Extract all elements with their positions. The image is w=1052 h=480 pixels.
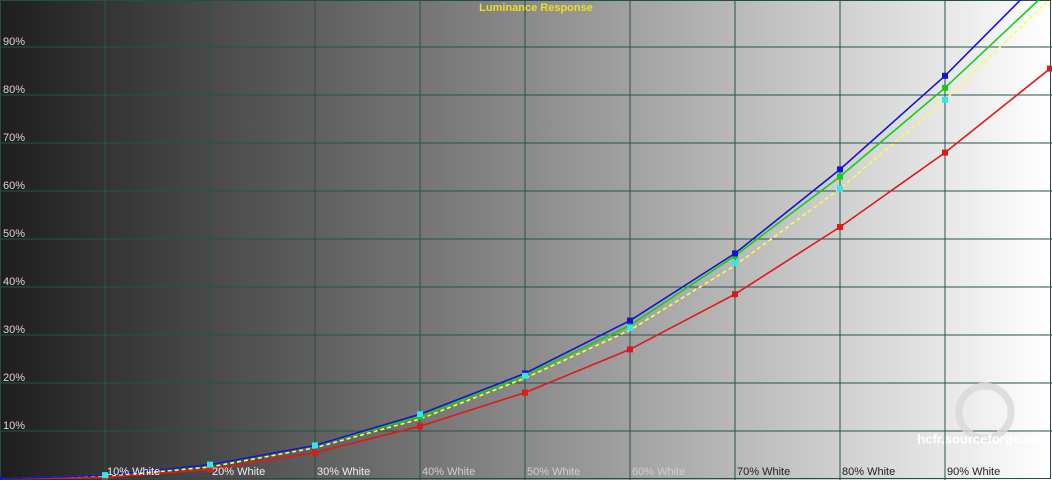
y-tick-label: 50% [3,228,25,240]
y-tick-label: 60% [3,180,25,192]
point [312,449,318,456]
point [837,224,843,230]
point [627,324,633,331]
x-tick-label: 80% White [842,466,895,478]
point [942,72,948,79]
chart-title: Luminance Response [479,2,593,14]
x-tick-label: 20% White [212,466,265,478]
point [942,96,948,103]
point [732,291,738,298]
y-tick-label: 30% [3,324,25,336]
point [627,346,633,353]
point [102,472,108,479]
point [417,411,423,418]
point [837,173,843,180]
point [732,250,738,257]
x-tick-label: 60% White [632,466,685,478]
logo [955,382,1015,442]
x-tick-label: 10% White [107,466,160,478]
point [942,84,948,91]
point [1047,65,1052,72]
y-tick-label: 20% [3,372,25,384]
point [522,389,528,396]
point [627,317,633,324]
point [417,423,423,430]
point [732,260,738,266]
point [207,461,213,468]
x-tick-label: 40% White [422,466,475,478]
point [522,372,528,379]
y-tick-label: 70% [3,132,25,144]
x-tick-label: 30% White [317,466,370,478]
x-tick-label: 70% White [737,466,790,478]
labels: 10% White 20% White 30% White 40% White 50% … [3,36,1000,478]
point [837,166,843,173]
point [312,442,318,449]
y-tick-label: 90% [3,36,25,48]
point [207,466,213,473]
x-tick-label: 90% White [947,466,1000,478]
y-tick-label: 80% [3,84,25,96]
watermark: hcfr.sourceforge.net [917,431,1043,446]
x-tick-label: 50% White [527,466,580,478]
point [837,185,843,192]
point [0,476,3,480]
y-tick-label: 10% [3,420,25,432]
y-tick-label: 40% [3,276,25,288]
point [942,149,948,156]
